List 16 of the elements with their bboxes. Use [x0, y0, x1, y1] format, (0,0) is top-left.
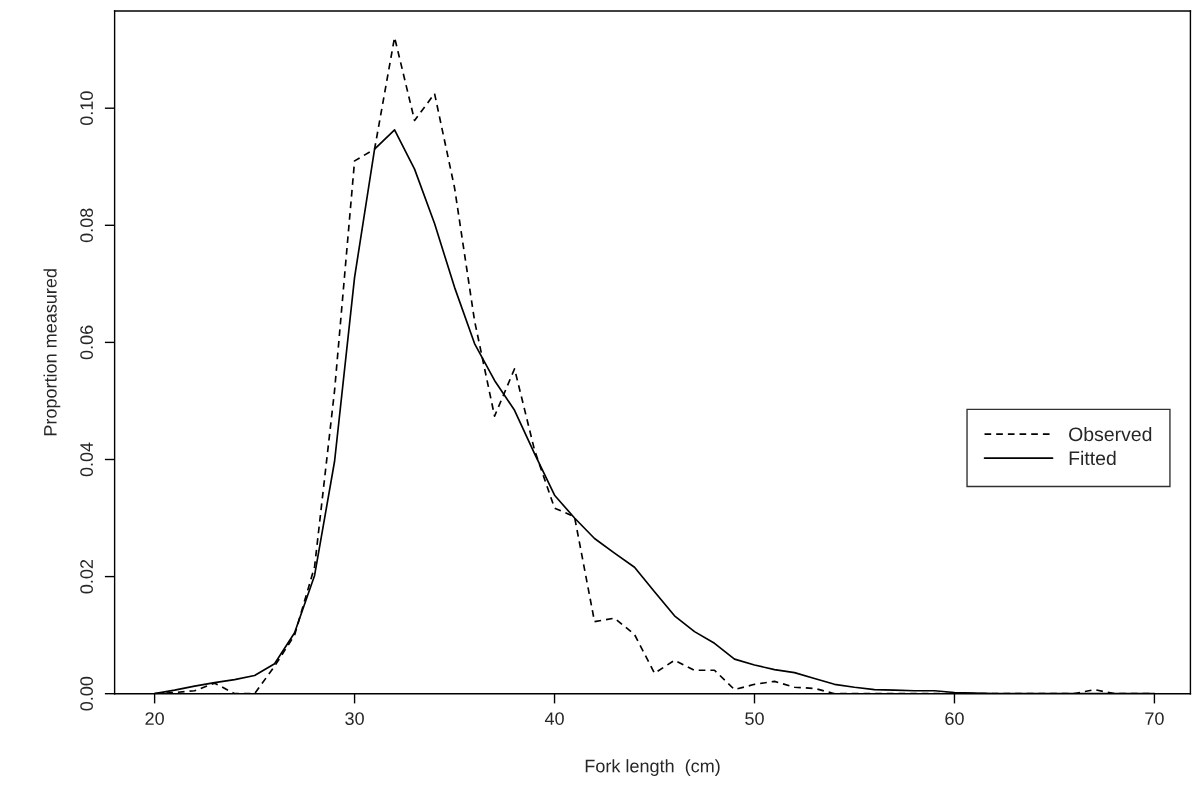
y-tick-label: 0.10	[80, 91, 93, 126]
x-tick-label: 60	[945, 712, 964, 725]
x-tick-label: 30	[345, 712, 364, 725]
y-tick-label: 0.06	[80, 325, 93, 360]
x-tick-label: 40	[544, 712, 564, 725]
x-tick-label: 50	[745, 712, 764, 725]
x-axis-title: Fork length (cm)	[585, 759, 720, 776]
legend-label: Observed	[1069, 426, 1152, 442]
x-tick-label: 70	[1145, 712, 1164, 725]
y-tick-label: 0.08	[80, 208, 93, 243]
y-tick-label: 0.02	[80, 559, 93, 594]
y-tick-label: 0.04	[80, 442, 93, 477]
y-tick-label: 0.00	[80, 676, 93, 711]
y-axis-title: Proportion measured	[43, 269, 61, 436]
legend-label: Fitted	[1069, 450, 1116, 466]
x-tick-label: 20	[145, 712, 164, 725]
